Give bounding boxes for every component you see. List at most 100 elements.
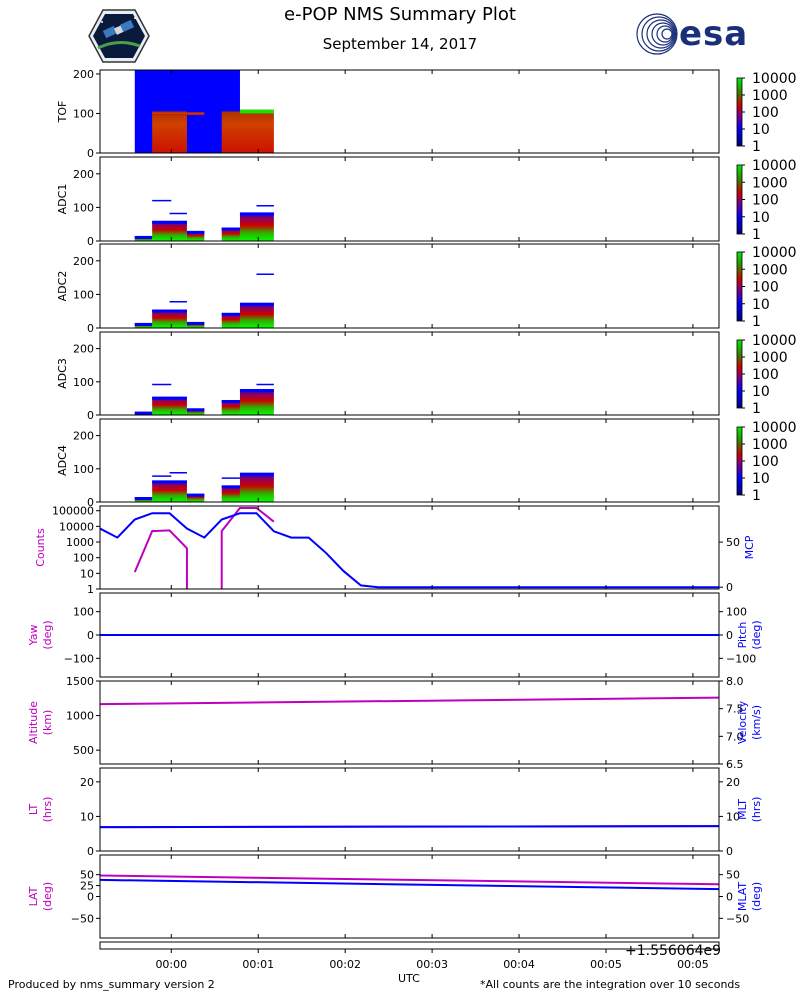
- yaw-pitch-left-ytick-label: 100: [73, 606, 94, 619]
- adc2-colorbar-label: 10000: [752, 245, 797, 261]
- adc3-ytick-label: 0: [87, 409, 94, 422]
- yaw-pitch-right-ytick-label: 0: [726, 629, 733, 642]
- lat-mlat-right-ytick-label: 0: [726, 891, 733, 904]
- counts-mcp-series-counts: [133, 529, 188, 589]
- altitude-velocity-right-label: Velocity: [736, 700, 749, 744]
- adc4-spectrogram-block: [186, 493, 205, 502]
- lat-mlat-left-ytick-label: 0: [87, 891, 94, 904]
- lat-mlat-series-mlat: [99, 878, 720, 891]
- altitude-velocity-right-ytick-label: 7.0: [726, 730, 744, 743]
- altitude-velocity-right-ytick-label: 6.5: [726, 758, 744, 771]
- altitude-velocity-left-label: (km): [41, 710, 54, 736]
- footer-version-note: Produced by nms_summary version 2: [8, 978, 215, 991]
- lat-mlat-right-ytick-label: 50: [726, 869, 740, 882]
- tof-spectrogram-block: [239, 109, 274, 114]
- adc1-block-cap: [152, 220, 187, 224]
- lt-mlt-series-mlt: [99, 825, 720, 829]
- adc3-colorbar-label: 1: [752, 401, 761, 417]
- adc4-colorbar-label: 10: [752, 471, 770, 487]
- lat-mlat-frame: [99, 854, 720, 939]
- altitude-velocity-right-label: (km/s): [750, 705, 763, 740]
- adc3-ylabel: ADC3: [56, 358, 69, 389]
- adc4-spectrogram-block: [239, 472, 274, 502]
- yaw-pitch-right-ytick-label: −100: [726, 652, 756, 665]
- adc2-block-cap: [186, 321, 205, 325]
- tof-ytick-label: 0: [87, 147, 94, 160]
- adc2-colorbar: [736, 251, 743, 322]
- yaw-pitch-left-ytick-label: −100: [64, 652, 94, 665]
- adc3-block-cap: [186, 408, 205, 412]
- adc2-spectrogram-block: [186, 321, 205, 328]
- time-axis-tick-label: 00:03: [416, 958, 448, 971]
- adc3-colorbar-label: 10: [752, 384, 770, 400]
- adc2-block-cap: [239, 302, 274, 306]
- esa-logo-text: esa: [679, 14, 749, 54]
- tof-frame: [99, 69, 720, 154]
- adc3-spectrogram-block: [239, 389, 274, 415]
- adc2-block-cap: [134, 322, 153, 326]
- lat-mlat-left-ytick-label: −50: [71, 912, 94, 925]
- adc4-block-cap: [186, 493, 205, 497]
- epop-mission-logo-icon: [88, 9, 150, 63]
- yaw-pitch-right-ytick-label: 100: [726, 606, 747, 619]
- lat-mlat-right-label: (deg): [750, 882, 763, 911]
- yaw-pitch-right-label: Pitch: [736, 622, 749, 649]
- adc3-block-cap: [152, 396, 187, 400]
- adc3-block-cap: [134, 411, 153, 415]
- time-axis-tick-label: 00:01: [242, 958, 274, 971]
- lt-mlt-left-label: (hrs): [41, 797, 54, 823]
- adc4-block-cap: [239, 472, 274, 476]
- tof-colorbar-label: 1: [752, 139, 761, 155]
- counts-mcp-left-ytick-label: 100000: [52, 505, 94, 518]
- altitude-velocity-left-ytick-label: 500: [73, 744, 94, 757]
- esa-swirl-icon: [636, 13, 678, 55]
- adc1-spectrogram-block: [152, 220, 187, 241]
- altitude-velocity-left-label: Altitude: [27, 701, 40, 744]
- adc2-ytick-label: 100: [73, 288, 94, 301]
- time-axis-frame: [99, 941, 720, 950]
- lat-mlat-right-label: MLAT: [736, 882, 749, 912]
- adc1-colorbar-label: 10000: [752, 158, 797, 174]
- adc4-colorbar-label: 100: [752, 454, 779, 470]
- lat-mlat-right-ytick-label: −50: [726, 912, 749, 925]
- altitude-velocity-series-altitude: [99, 696, 720, 706]
- adc3-colorbar-label: 10000: [752, 333, 797, 349]
- adc2-block-cap: [221, 312, 240, 316]
- adc2-frame: [99, 243, 720, 329]
- adc2-ytick-label: 200: [73, 255, 94, 268]
- tof-spectrogram-block: [239, 111, 274, 153]
- adc4-ylabel: ADC4: [56, 445, 69, 476]
- adc3-frame: [99, 331, 720, 416]
- adc4-block-cap: [134, 497, 153, 501]
- time-axis-tick-label: 00:00: [155, 958, 187, 971]
- lat-mlat-left-label: (deg): [41, 882, 54, 911]
- adc1-colorbar-label: 100: [752, 193, 779, 209]
- adc3-colorbar: [736, 339, 743, 409]
- adc4-ytick-label: 200: [73, 430, 94, 443]
- lt-mlt-left-ytick-label: 20: [80, 776, 94, 789]
- yaw-pitch-right-label: (deg): [750, 620, 763, 649]
- tof-spectrogram-block: [152, 111, 187, 153]
- adc4-spectrogram-block: [152, 480, 187, 502]
- altitude-velocity-right-ytick-label: 8.0: [726, 675, 744, 688]
- counts-mcp-series-counts: [220, 506, 275, 589]
- adc1-spectrogram-block: [186, 230, 205, 241]
- adc3-colorbar-label: 100: [752, 367, 779, 383]
- altitude-velocity-left-ytick-label: 1500: [66, 675, 94, 688]
- adc1-frame: [99, 156, 720, 242]
- adc4-block-cap: [152, 480, 187, 484]
- lat-mlat-left-ytick-label: 25: [80, 880, 94, 893]
- adc2-spectrogram-block: [239, 302, 274, 328]
- adc1-block-cap: [186, 230, 205, 234]
- altitude-velocity-left-ytick-label: 1000: [66, 710, 94, 723]
- page-subtitle: September 14, 2017: [322, 35, 478, 53]
- lt-mlt-left-label: LT: [27, 804, 40, 816]
- counts-mcp-series-mcp: [99, 512, 719, 589]
- lt-mlt-right-label: (hrs): [750, 797, 763, 823]
- adc4-colorbar-label: 1: [752, 488, 761, 504]
- adc2-colorbar-label: 100: [752, 280, 779, 296]
- adc1-ytick-label: 0: [87, 235, 94, 248]
- tof-ylabel: TOF: [56, 101, 69, 124]
- adc1-block-cap: [221, 227, 240, 231]
- adc1-colorbar-label: 1000: [752, 175, 788, 191]
